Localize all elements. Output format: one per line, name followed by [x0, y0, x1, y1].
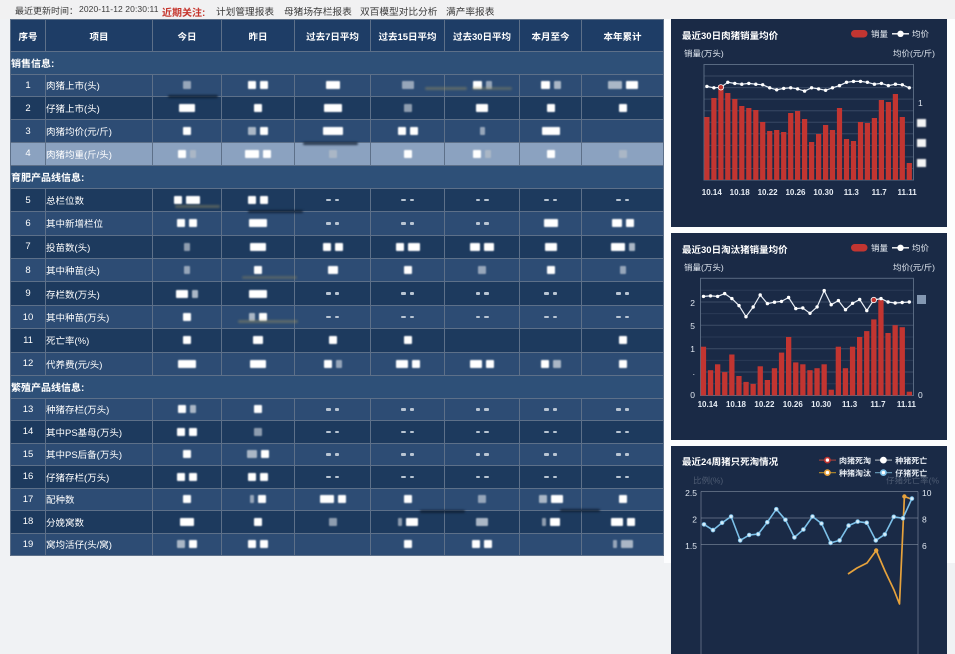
svg-text:10.14: 10.14	[702, 188, 723, 197]
svg-text:1: 1	[918, 98, 923, 108]
svg-text:2.5: 2.5	[685, 488, 697, 498]
svg-text:0: 0	[690, 390, 695, 400]
svg-text:1: 1	[690, 344, 695, 354]
svg-text:5: 5	[690, 321, 695, 331]
svg-text:均价(元/斤): 均价(元/斤)	[893, 49, 935, 59]
svg-text:种猪死亡: 种猪死亡	[895, 456, 927, 465]
svg-text:种猪淘汰: 种猪淘汰	[839, 469, 871, 478]
svg-text:.: .	[693, 367, 695, 377]
svg-text:2: 2	[692, 515, 697, 525]
svg-text:均价: 均价	[912, 29, 930, 39]
svg-text:11.7: 11.7	[872, 188, 888, 197]
svg-text:销量: 销量	[871, 29, 889, 39]
svg-text:销量(万头): 销量(万头)	[684, 49, 724, 59]
svg-text:销量: 销量	[871, 243, 889, 253]
svg-text:11.3: 11.3	[844, 188, 860, 197]
svg-text:11.11: 11.11	[898, 188, 918, 197]
svg-text:比例(%): 比例(%)	[693, 476, 723, 486]
svg-text:11.7: 11.7	[870, 400, 886, 409]
svg-text:11.11: 11.11	[897, 400, 917, 409]
svg-text:10.30: 10.30	[813, 188, 834, 197]
svg-text:10.30: 10.30	[811, 400, 832, 409]
svg-text:6: 6	[922, 541, 927, 551]
svg-text:0: 0	[918, 390, 923, 400]
svg-text:最近24周猪只死淘情况: 最近24周猪只死淘情况	[682, 456, 779, 468]
svg-text:10.18: 10.18	[726, 400, 747, 409]
svg-text:2: 2	[690, 298, 695, 308]
svg-text:肉猪死淘: 肉猪死淘	[839, 456, 871, 465]
svg-text:10.26: 10.26	[783, 400, 804, 409]
svg-text:11.3: 11.3	[842, 400, 858, 409]
svg-text:10.18: 10.18	[730, 188, 751, 197]
svg-text:仔猪死亡: 仔猪死亡	[895, 469, 927, 478]
svg-text:10: 10	[922, 488, 932, 498]
svg-text:最近30日肉猪销量均价: 最近30日肉猪销量均价	[682, 30, 779, 42]
svg-text:销量(万头): 销量(万头)	[684, 263, 724, 273]
svg-text:均价: 均价	[912, 243, 930, 253]
svg-text:10.14: 10.14	[698, 400, 719, 409]
svg-text:10.22: 10.22	[758, 188, 779, 197]
svg-text:10.22: 10.22	[754, 400, 775, 409]
svg-text:1.5: 1.5	[685, 541, 697, 551]
svg-text:8: 8	[922, 515, 927, 525]
svg-text:均价(元/斤): 均价(元/斤)	[893, 263, 935, 273]
svg-text:10.26: 10.26	[785, 188, 806, 197]
svg-text:仔猪死亡率(%: 仔猪死亡率(%	[886, 476, 939, 486]
svg-text:最近30日淘汰猪销量均价: 最近30日淘汰猪销量均价	[682, 244, 788, 256]
